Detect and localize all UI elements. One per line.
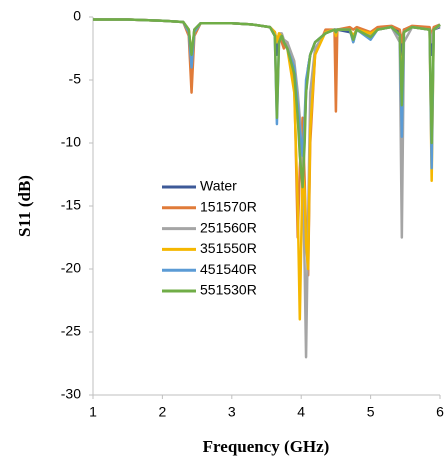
series-line <box>93 18 441 157</box>
legend-label: 551530R <box>200 282 257 298</box>
y-tick-label: 0 <box>73 8 81 24</box>
y-axis-label: S11 (dB) <box>15 175 34 237</box>
series-line <box>93 18 441 189</box>
y-tick-label: -10 <box>61 134 81 150</box>
legend-label: 151570R <box>200 199 257 215</box>
y-tick-label: -5 <box>69 71 82 87</box>
legend-label: 451540R <box>200 261 257 277</box>
series-line <box>93 18 441 170</box>
x-tick-label: 1 <box>89 404 97 420</box>
series-line <box>93 18 441 359</box>
legend-label: Water <box>200 178 237 194</box>
x-tick-label: 3 <box>228 404 236 420</box>
x-axis-label: Frequency (GHz) <box>203 437 330 456</box>
x-tick-label: 2 <box>159 404 167 420</box>
legend-label: 351550R <box>200 240 257 256</box>
x-tick-label: 5 <box>367 404 375 420</box>
series-line <box>93 18 441 321</box>
x-tick-label: 4 <box>297 404 305 420</box>
y-tick-label: -20 <box>61 260 81 276</box>
x-tick-label: 6 <box>436 404 444 420</box>
y-tick-label: -25 <box>61 323 81 339</box>
y-tick-label: -30 <box>61 386 81 402</box>
series-line <box>93 18 441 277</box>
legend-label: 251560R <box>200 219 257 235</box>
y-tick-label: -15 <box>61 197 81 213</box>
